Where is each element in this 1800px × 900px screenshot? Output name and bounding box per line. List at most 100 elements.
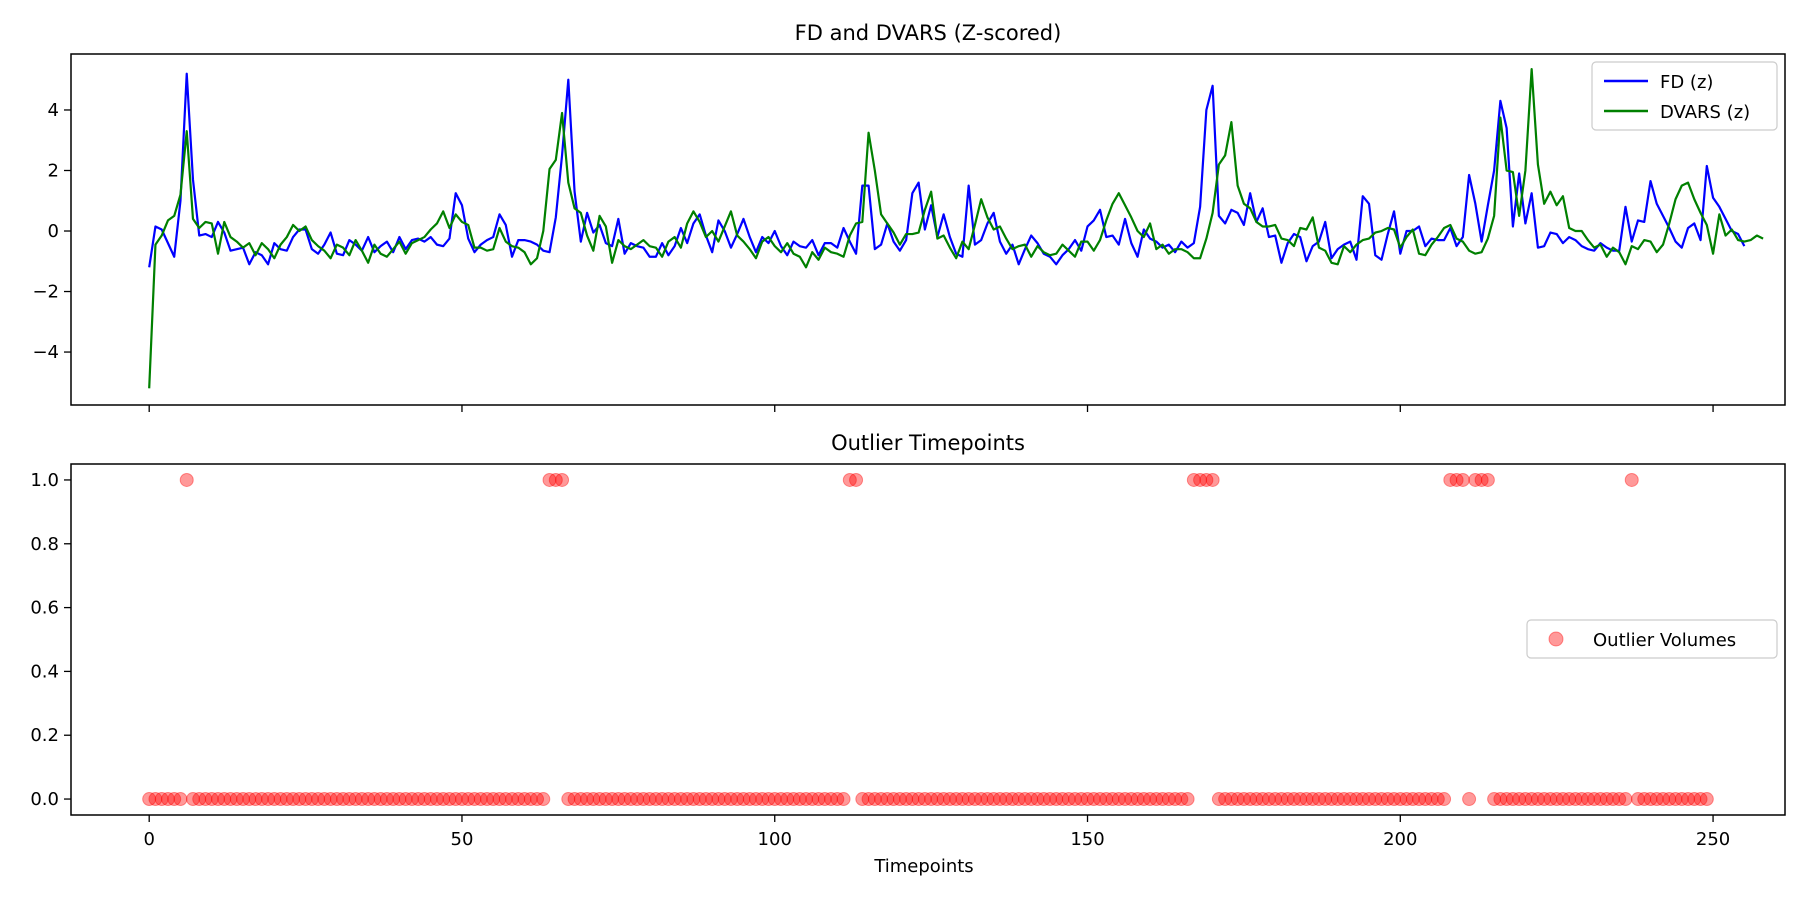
legend-label-dvars: DVARS (z) <box>1660 102 1750 123</box>
non-outlier-point <box>436 792 451 807</box>
non-outlier-point <box>905 792 920 807</box>
non-outlier-point <box>999 792 1014 807</box>
non-outlier-point <box>1349 792 1364 807</box>
non-outlier-point <box>367 792 382 807</box>
non-outlier-point <box>204 792 219 807</box>
non-outlier-point <box>1111 792 1126 807</box>
non-outlier-point <box>1424 792 1439 807</box>
non-outlier-point <box>1011 792 1026 807</box>
non-outlier-point <box>317 792 332 807</box>
non-outlier-point <box>748 792 763 807</box>
x-tick-label: 50 <box>451 829 474 850</box>
non-outlier-point <box>1631 792 1645 807</box>
non-outlier-point <box>1280 792 1295 807</box>
non-outlier-point <box>1293 792 1308 807</box>
non-outlier-point <box>980 792 995 807</box>
non-outlier-point <box>1368 792 1383 807</box>
x-tick-label: 100 <box>758 829 792 850</box>
non-outlier-point <box>1555 792 1570 807</box>
non-outlier-point <box>442 792 457 807</box>
non-outlier-point <box>336 792 351 807</box>
non-outlier-point <box>411 792 426 807</box>
non-outlier-point <box>1261 792 1276 807</box>
outlier-point <box>1186 472 1201 487</box>
non-outlier-point <box>780 792 795 807</box>
bottom-chart-legend: Outlier Volumes <box>1526 619 1778 659</box>
non-outlier-point <box>648 792 663 807</box>
non-outlier-point <box>1086 792 1101 807</box>
non-outlier-point <box>1061 792 1076 807</box>
y-tick-label: 0 <box>48 221 59 242</box>
non-outlier-point <box>1030 792 1045 807</box>
non-outlier-point <box>154 792 169 807</box>
non-outlier-point <box>392 792 407 807</box>
non-outlier-point <box>1699 792 1714 807</box>
non-outlier-point <box>1587 792 1602 807</box>
non-outlier-point <box>1599 792 1614 807</box>
non-outlier-point <box>567 792 582 807</box>
non-outlier-point <box>586 792 601 807</box>
bottom-chart-title: Outlier Timepoints <box>831 431 1025 455</box>
non-outlier-point <box>1324 792 1339 807</box>
y-tick-label: 2 <box>48 160 59 181</box>
non-outlier-point <box>1330 792 1345 807</box>
non-outlier-point <box>730 792 745 807</box>
y-tick-label: 4 <box>48 100 59 121</box>
non-outlier-point <box>248 792 263 807</box>
non-outlier-point <box>536 792 551 807</box>
non-outlier-point <box>880 792 895 807</box>
non-outlier-point <box>911 792 926 807</box>
non-outlier-point <box>661 792 676 807</box>
non-outlier-point <box>992 792 1007 807</box>
non-outlier-point <box>229 792 244 807</box>
non-outlier-point <box>1274 792 1289 807</box>
non-outlier-point <box>454 792 469 807</box>
non-outlier-point <box>236 792 251 807</box>
top-chart-legend: FD (z) DVARS (z) <box>1591 61 1778 131</box>
non-outlier-point <box>492 792 507 807</box>
non-outlier-point <box>286 792 301 807</box>
non-outlier-point <box>267 792 282 807</box>
non-outlier-point <box>1687 792 1702 807</box>
non-outlier-point <box>1693 792 1708 807</box>
non-outlier-point <box>1005 792 1020 807</box>
non-outlier-point <box>342 792 357 807</box>
non-outlier-point <box>1318 792 1333 807</box>
non-outlier-point <box>924 792 939 807</box>
non-outlier-point <box>917 792 932 807</box>
non-outlier-point <box>273 792 288 807</box>
non-outlier-point <box>1656 792 1671 807</box>
non-outlier-point <box>974 792 989 807</box>
non-outlier-point <box>1662 792 1677 807</box>
non-outlier-point <box>824 792 839 807</box>
non-outlier-point <box>611 792 626 807</box>
outlier-point <box>1443 472 1458 487</box>
non-outlier-point <box>467 792 482 807</box>
non-outlier-point <box>192 792 207 807</box>
top-legend-box <box>1591 61 1778 131</box>
non-outlier-point <box>630 792 645 807</box>
non-outlier-point <box>592 792 607 807</box>
non-outlier-point <box>1249 792 1264 807</box>
non-outlier-point <box>1362 792 1377 807</box>
non-outlier-point <box>423 792 438 807</box>
outlier-point <box>842 472 857 487</box>
non-outlier-point <box>955 792 970 807</box>
non-outlier-point <box>1243 792 1258 807</box>
x-axis-label: Timepoints <box>873 856 973 877</box>
non-outlier-point <box>1218 792 1233 807</box>
non-outlier-point <box>1593 792 1608 807</box>
non-outlier-point <box>1180 792 1195 807</box>
outlier-point <box>1455 472 1470 487</box>
non-outlier-point <box>1374 792 1389 807</box>
outlier-point <box>849 472 864 487</box>
non-outlier-point <box>886 792 901 807</box>
non-outlier-point <box>1405 792 1420 807</box>
non-outlier-point <box>298 792 313 807</box>
non-outlier-point <box>899 792 914 807</box>
non-outlier-point <box>1543 792 1558 807</box>
non-outlier-point <box>142 792 157 807</box>
non-outlier-point <box>167 792 182 807</box>
non-outlier-point <box>1512 792 1527 807</box>
